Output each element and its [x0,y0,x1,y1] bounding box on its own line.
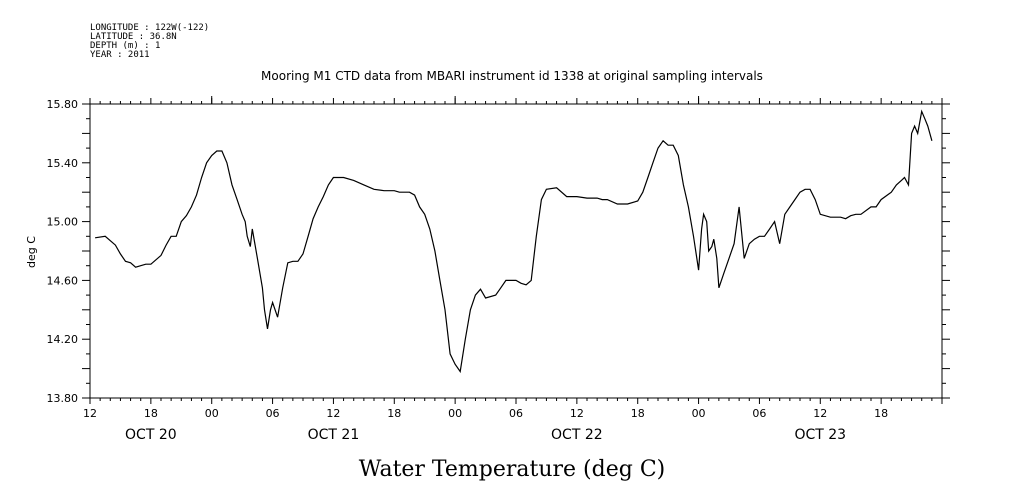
x-tick-label: 06 [266,407,280,420]
x-tick-label: 18 [144,407,158,420]
y-tick-label: 13.80 [47,392,79,405]
x-tick-label: 12 [83,407,97,420]
chart-title: Mooring M1 CTD data from MBARI instrumen… [261,69,763,83]
x-tick-label: 18 [631,407,645,420]
metadata-block: LONGITUDE : 122W(-122) LATITUDE : 36.8N … [90,23,209,60]
y-tick-label: 15.40 [47,157,79,170]
meta-depth: DEPTH (m) : 1 [90,41,160,51]
x-tick-labels: 12 18 00 06 12 18 00 06 12 18 00 06 12 18 [83,407,888,420]
date-label: OCT 20 [125,427,177,443]
plot-frame [89,103,943,399]
y-axis-label: deg C [25,236,38,268]
x-tick-label: 06 [509,407,523,420]
x-tick-label: 00 [448,407,462,420]
date-label: OCT 21 [308,427,360,443]
meta-longitude: LONGITUDE : 122W(-122) [90,23,209,33]
x-tick-label: 18 [874,407,888,420]
y-tick-labels: 13.80 14.20 14.60 15.00 15.40 15.80 [47,98,79,405]
meta-year: YEAR : 2011 [90,50,150,60]
series-line [95,109,933,374]
x-tick-label: 00 [692,407,706,420]
y-tick-label: 14.20 [47,333,79,346]
axis-ticks [82,96,950,404]
x-tick-label: 00 [205,407,219,420]
y-tick-label: 15.80 [47,98,79,111]
x-tick-label: 12 [813,407,827,420]
x-tick-label: 18 [387,407,401,420]
x-tick-label: 12 [570,407,584,420]
x-axis-label: Water Temperature (deg C) [359,457,666,482]
meta-latitude: LATITUDE : 36.8N [90,32,177,42]
date-label: OCT 23 [794,427,846,443]
x-tick-label: 12 [326,407,340,420]
y-tick-label: 15.00 [47,216,79,229]
date-labels: OCT 20 OCT 21 OCT 22 OCT 23 [125,427,846,443]
date-label: OCT 22 [551,427,603,443]
y-tick-label: 14.60 [47,274,79,287]
x-tick-label: 06 [752,407,766,420]
